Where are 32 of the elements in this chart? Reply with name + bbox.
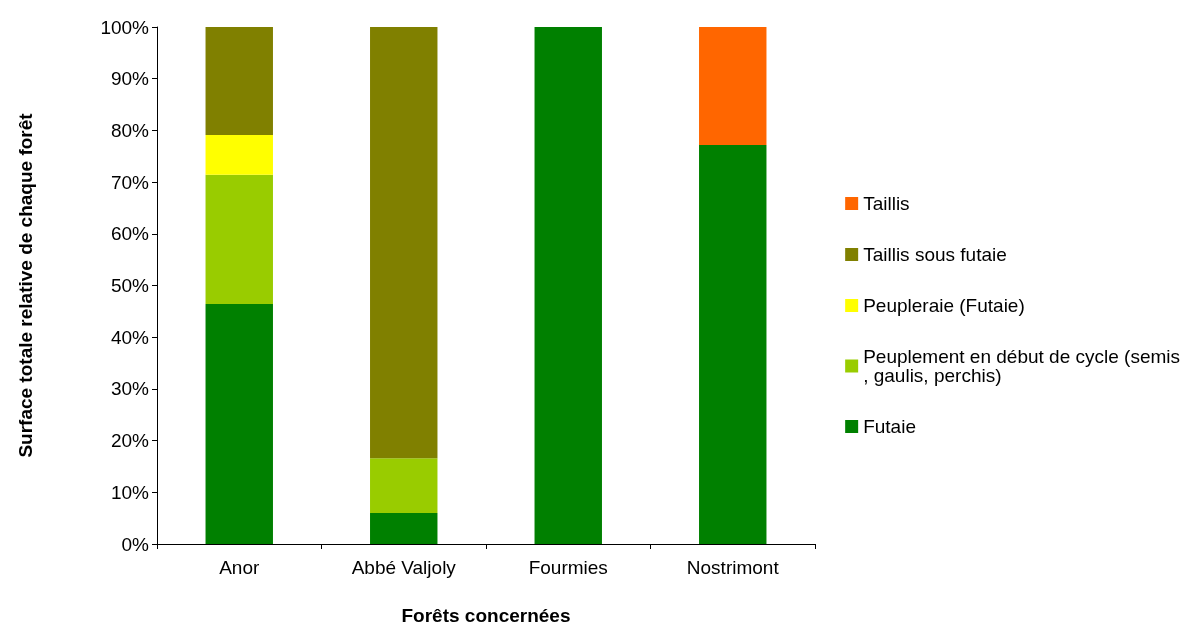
legend-label: Peupleraie (Futaie) <box>863 295 1025 316</box>
x-tick-label: Nostrimont <box>686 557 780 578</box>
bar <box>370 27 438 459</box>
y-tick-label: 100% <box>100 16 150 38</box>
bar <box>205 135 273 175</box>
y-tick-label: 80% <box>110 119 150 141</box>
bar <box>205 27 273 136</box>
y-tick-label: 0% <box>121 533 150 555</box>
bar <box>699 144 767 544</box>
bar <box>205 174 273 305</box>
legend-label: Futaie <box>863 416 916 437</box>
x-tick-label: Anor <box>219 557 260 578</box>
y-tick-label: 70% <box>110 171 150 193</box>
y-tick-label: 40% <box>110 326 150 348</box>
legend-label: Peuplement en début de cycle (semis, gaulis, perchis) <box>863 346 1180 386</box>
bar <box>205 304 273 544</box>
bar <box>370 458 438 513</box>
y-tick-label: 90% <box>110 68 150 90</box>
bar <box>534 27 602 544</box>
y-axis-title: Surface totale relative de chaque forêt <box>15 112 36 458</box>
y-tick-label: 20% <box>110 430 150 452</box>
legend-label: Taillis <box>863 193 910 214</box>
y-tick-label: 10% <box>110 481 150 503</box>
y-tick-label: 50% <box>110 275 150 296</box>
y-tick-label: 60% <box>110 223 150 245</box>
bar <box>699 27 767 145</box>
x-tick-label: Abbé Valjoly <box>351 557 457 578</box>
bar <box>370 512 438 544</box>
y-tick-label: 30% <box>110 378 150 400</box>
legend-label: Taillis sous futaie <box>863 244 1007 265</box>
x-axis-title: Forêts concernées <box>401 605 571 626</box>
x-tick-label: Fourmies <box>528 557 608 578</box>
